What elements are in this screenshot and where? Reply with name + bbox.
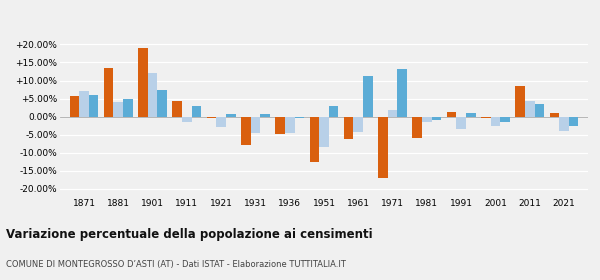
Bar <box>79 91 89 116</box>
Bar <box>241 116 251 146</box>
Bar <box>191 106 201 116</box>
Bar <box>447 112 457 116</box>
Bar <box>207 116 217 118</box>
Bar <box>500 116 510 122</box>
Bar <box>157 90 167 116</box>
Bar <box>525 101 535 116</box>
Bar <box>491 116 500 126</box>
Bar <box>550 113 559 116</box>
Bar <box>285 116 295 133</box>
Bar <box>217 116 226 127</box>
Bar <box>172 101 182 116</box>
Bar <box>319 116 329 147</box>
Bar <box>138 48 148 116</box>
Bar <box>397 69 407 116</box>
Bar <box>310 116 319 162</box>
Text: COMUNE DI MONTEGROSSO D’ASTI (AT) - Dati ISTAT - Elaborazione TUTTITALIA.IT: COMUNE DI MONTEGROSSO D’ASTI (AT) - Dati… <box>6 260 346 269</box>
Bar <box>275 116 285 134</box>
Bar <box>431 116 441 120</box>
Bar <box>70 96 79 116</box>
Bar <box>113 102 123 116</box>
Bar <box>123 99 133 116</box>
Bar <box>104 68 113 116</box>
Bar <box>295 116 304 118</box>
Bar <box>481 116 491 118</box>
Bar <box>260 114 270 116</box>
Bar <box>329 106 338 116</box>
Text: Variazione percentuale della popolazione ai censimenti: Variazione percentuale della popolazione… <box>6 228 373 241</box>
Bar <box>353 116 363 132</box>
Bar <box>535 104 544 116</box>
Bar <box>559 116 569 131</box>
Bar <box>569 116 578 126</box>
Bar <box>89 95 98 116</box>
Bar <box>344 116 353 139</box>
Bar <box>515 86 525 116</box>
Bar <box>363 76 373 116</box>
Bar <box>422 116 431 122</box>
Bar <box>251 116 260 133</box>
Bar <box>412 116 422 138</box>
Bar <box>378 116 388 178</box>
Bar <box>148 73 157 116</box>
Bar <box>182 116 191 122</box>
Bar <box>457 116 466 129</box>
Bar <box>226 114 236 116</box>
Bar <box>466 113 476 116</box>
Bar <box>388 110 397 116</box>
